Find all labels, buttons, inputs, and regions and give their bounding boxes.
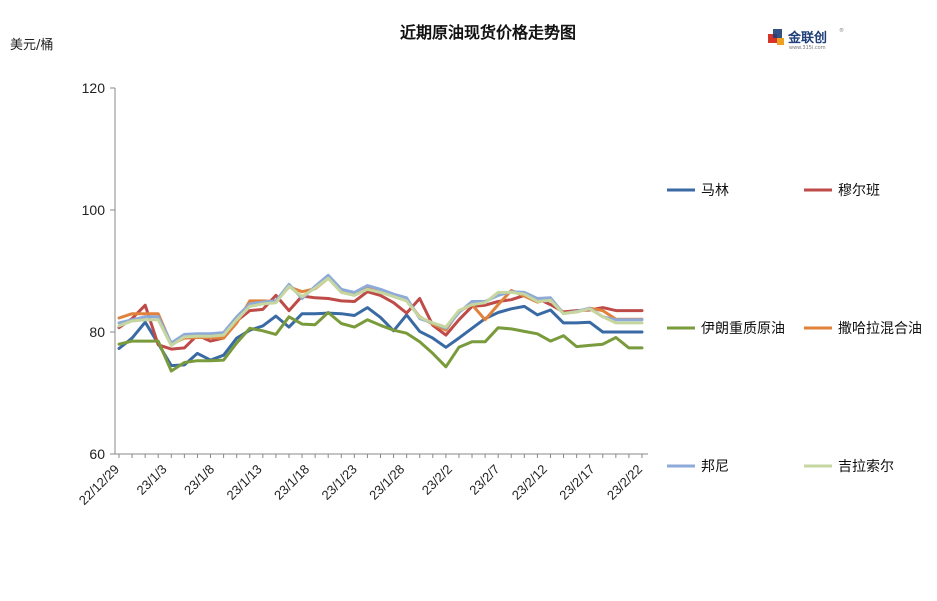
y-tick-label: 120 — [82, 80, 106, 96]
series-lines — [117, 273, 644, 373]
series-line-6 — [117, 276, 644, 347]
x-tick-label: 23/1/28 — [366, 462, 407, 503]
y-axis-unit-label: 美元/桶 — [10, 38, 53, 53]
legend-label: 吉拉索尔 — [838, 458, 894, 475]
x-tick-label: 23/2/2 — [419, 462, 455, 498]
series-line-3 — [117, 311, 644, 373]
series-line-1 — [117, 304, 644, 368]
chart-title: 近期原油现货价格走势图 — [400, 23, 576, 42]
x-tick-label: 23/1/8 — [181, 462, 217, 498]
series-line-5 — [117, 273, 644, 345]
x-tick-label: 23/2/12 — [509, 462, 550, 503]
series-line-2 — [117, 290, 644, 351]
legend-label: 撒哈拉混合油 — [838, 321, 922, 337]
x-tick-label: 22/12/29 — [76, 462, 122, 508]
legend-label: 伊朗重质原油 — [701, 321, 785, 337]
x-tick-label: 23/1/18 — [271, 462, 312, 503]
legend-label: 邦尼 — [701, 459, 729, 475]
y-tick-label: 100 — [82, 202, 106, 218]
logo-mark-block-red — [768, 34, 777, 43]
logo-registered-mark: ® — [839, 27, 844, 34]
logo-url-text: www.315i.com — [789, 45, 826, 51]
legend-label: 穆尔班 — [838, 183, 880, 199]
x-tick-label: 23/2/7 — [466, 462, 502, 498]
x-tick-label: 23/2/22 — [604, 462, 645, 503]
y-tick-label: 60 — [89, 446, 105, 462]
x-tick-label: 23/2/17 — [556, 462, 597, 503]
x-tick-label: 23/1/13 — [223, 462, 264, 503]
y-tick-label: 80 — [89, 324, 105, 340]
legend-label: 马林 — [701, 183, 729, 199]
brand-logo: 金联创 ® www.315i.com — [768, 27, 844, 51]
logo-brand-text: 金联创 — [787, 30, 827, 46]
logo-mark-block-orange — [777, 38, 784, 45]
x-tick-label: 23/1/23 — [319, 462, 360, 503]
x-tick-label: 23/1/3 — [133, 462, 169, 498]
logo-mark-block-blue — [773, 29, 782, 38]
